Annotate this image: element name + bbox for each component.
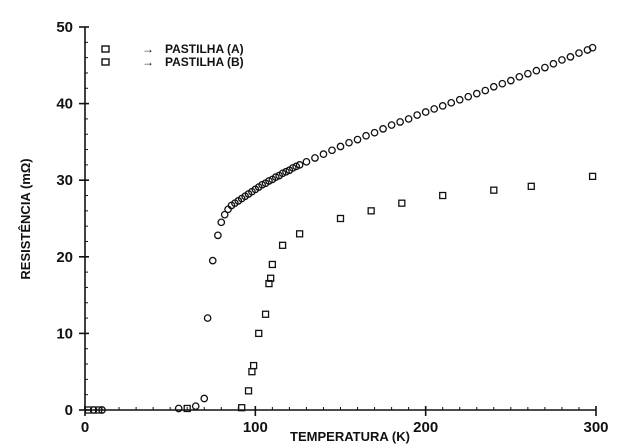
data-point-series-a xyxy=(295,161,304,169)
data-point-series-a xyxy=(174,404,183,413)
data-point-series-a xyxy=(404,115,413,123)
data-point-series-b xyxy=(94,406,103,414)
y-tick-label: 20 xyxy=(56,249,73,266)
data-point-series-a xyxy=(302,157,311,166)
data-point-series-b xyxy=(336,214,345,223)
data-point-series-a xyxy=(464,92,473,101)
data-point-series-b xyxy=(268,260,277,269)
data-point-series-b xyxy=(398,199,406,207)
data-point-series-a xyxy=(311,154,319,162)
data-point-series-b xyxy=(490,186,498,194)
data-point-series-a xyxy=(524,69,532,78)
y-tick-label: 30 xyxy=(56,172,73,189)
data-point-series-a xyxy=(421,108,430,116)
data-point-series-b xyxy=(278,241,287,249)
data-point-series-a xyxy=(506,76,515,85)
x-tick-label: 0 xyxy=(81,419,89,436)
data-point-series-b xyxy=(588,172,597,181)
x-tick-label: 100 xyxy=(243,419,268,436)
data-point-series-a xyxy=(566,53,575,61)
data-point-series-a xyxy=(498,79,507,88)
data-point-series-a xyxy=(370,128,379,137)
data-point-series-a xyxy=(472,89,481,98)
data-point-series-a xyxy=(396,118,404,126)
data-point-series-a xyxy=(489,82,498,91)
data-point-series-b xyxy=(183,404,191,413)
data-point-series-a xyxy=(575,49,583,57)
data-point-series-b xyxy=(527,182,535,190)
y-tick-label: 40 xyxy=(56,96,73,113)
data-point-series-a xyxy=(353,135,362,144)
data-point-series-a xyxy=(588,43,597,52)
x-tick-label: 300 xyxy=(583,419,608,436)
legend: → PASTILHA (A) → PASTILHA (B) xyxy=(101,42,244,69)
x-axis-title: TEMPERATURA (K) xyxy=(290,429,410,444)
data-point-series-a xyxy=(191,402,200,411)
data-point-series-a xyxy=(430,105,439,113)
data-point-series-a xyxy=(438,102,447,110)
legend-label-series-a: PASTILHA (A) xyxy=(165,42,244,56)
data-points xyxy=(84,43,597,414)
y-axis-title: RESISTÊNCIA (mΩ) xyxy=(18,158,33,279)
data-point-series-b xyxy=(244,387,253,395)
data-point-series-a xyxy=(328,146,336,155)
data-point-series-b xyxy=(267,274,275,282)
axes xyxy=(84,27,596,411)
data-point-series-a xyxy=(532,66,541,75)
data-point-series-a xyxy=(200,394,209,403)
data-point-series-a xyxy=(336,142,345,151)
data-point-series-a xyxy=(89,406,98,414)
y-tick-label: 50 xyxy=(56,19,73,36)
data-point-series-b xyxy=(367,207,375,215)
data-point-series-a xyxy=(447,98,456,107)
legend-arrow-series-a: → xyxy=(142,42,154,56)
tick-labels: 0 10 20 30 40 50 0 100 200 300 xyxy=(56,19,608,436)
data-point-series-a xyxy=(345,138,353,147)
data-point-series-a xyxy=(214,231,222,240)
data-point-series-a xyxy=(481,86,490,95)
data-point-series-a xyxy=(203,314,212,322)
legend-label-series-b: PASTILHA (B) xyxy=(165,55,244,69)
data-point-series-b xyxy=(439,191,447,200)
data-point-series-a xyxy=(515,72,524,81)
data-point-series-a xyxy=(413,111,421,119)
data-point-series-a xyxy=(387,121,396,129)
data-point-series-b xyxy=(255,329,263,338)
legend-arrow-series-b: → xyxy=(142,55,154,69)
data-point-series-a xyxy=(549,59,558,68)
data-point-series-b xyxy=(248,368,256,376)
data-point-series-a xyxy=(220,210,229,219)
data-point-series-b xyxy=(261,310,270,318)
data-point-series-b xyxy=(249,361,258,370)
data-point-series-a xyxy=(319,150,328,159)
y-tick-label: 10 xyxy=(56,325,73,342)
data-point-series-a xyxy=(541,63,549,72)
y-tick-label: 0 xyxy=(65,402,73,419)
data-point-series-a xyxy=(455,95,464,104)
data-point-series-b xyxy=(238,404,246,412)
data-point-series-b xyxy=(295,230,304,238)
data-point-series-b xyxy=(84,406,93,414)
legend-marker-series-a xyxy=(101,45,110,53)
legend-marker-series-b xyxy=(101,58,110,66)
data-point-series-a xyxy=(379,125,387,133)
data-point-series-a xyxy=(558,56,566,64)
data-point-series-a xyxy=(362,131,370,140)
data-point-series-a xyxy=(208,256,217,265)
x-tick-label: 200 xyxy=(413,419,438,436)
data-point-series-a xyxy=(217,218,226,227)
